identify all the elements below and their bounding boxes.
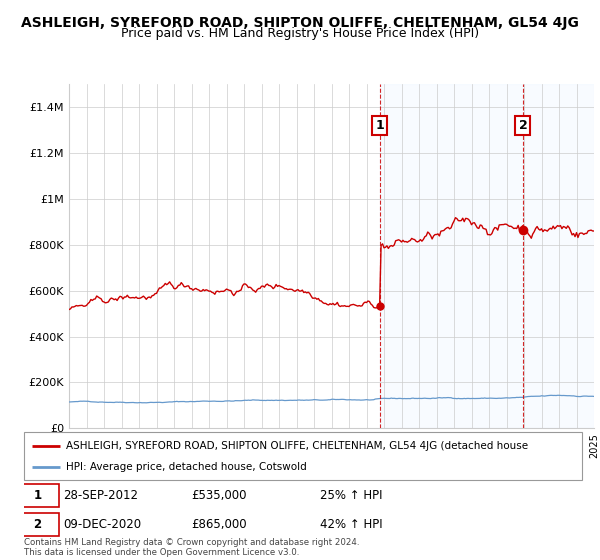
Text: 28-SEP-2012: 28-SEP-2012 (63, 489, 138, 502)
Text: £865,000: £865,000 (191, 518, 247, 531)
Text: 1: 1 (375, 119, 384, 132)
Text: 2: 2 (518, 119, 527, 132)
Text: Contains HM Land Registry data © Crown copyright and database right 2024.
This d: Contains HM Land Registry data © Crown c… (24, 538, 359, 557)
Text: 1: 1 (34, 489, 41, 502)
Text: HPI: Average price, detached house, Cotswold: HPI: Average price, detached house, Cots… (66, 461, 307, 472)
Text: ASHLEIGH, SYREFORD ROAD, SHIPTON OLIFFE, CHELTENHAM, GL54 4JG: ASHLEIGH, SYREFORD ROAD, SHIPTON OLIFFE,… (21, 16, 579, 30)
Text: 42% ↑ HPI: 42% ↑ HPI (320, 518, 382, 531)
Text: Price paid vs. HM Land Registry's House Price Index (HPI): Price paid vs. HM Land Registry's House … (121, 27, 479, 40)
Bar (380, 84, 594, 428)
Text: 25% ↑ HPI: 25% ↑ HPI (320, 489, 382, 502)
Text: ASHLEIGH, SYREFORD ROAD, SHIPTON OLIFFE, CHELTENHAM, GL54 4JG (detached house: ASHLEIGH, SYREFORD ROAD, SHIPTON OLIFFE,… (66, 441, 528, 451)
FancyBboxPatch shape (16, 484, 59, 507)
Text: 2: 2 (34, 518, 41, 531)
FancyBboxPatch shape (16, 514, 59, 536)
Text: 09-DEC-2020: 09-DEC-2020 (63, 518, 141, 531)
FancyBboxPatch shape (24, 432, 582, 480)
Text: £535,000: £535,000 (191, 489, 247, 502)
